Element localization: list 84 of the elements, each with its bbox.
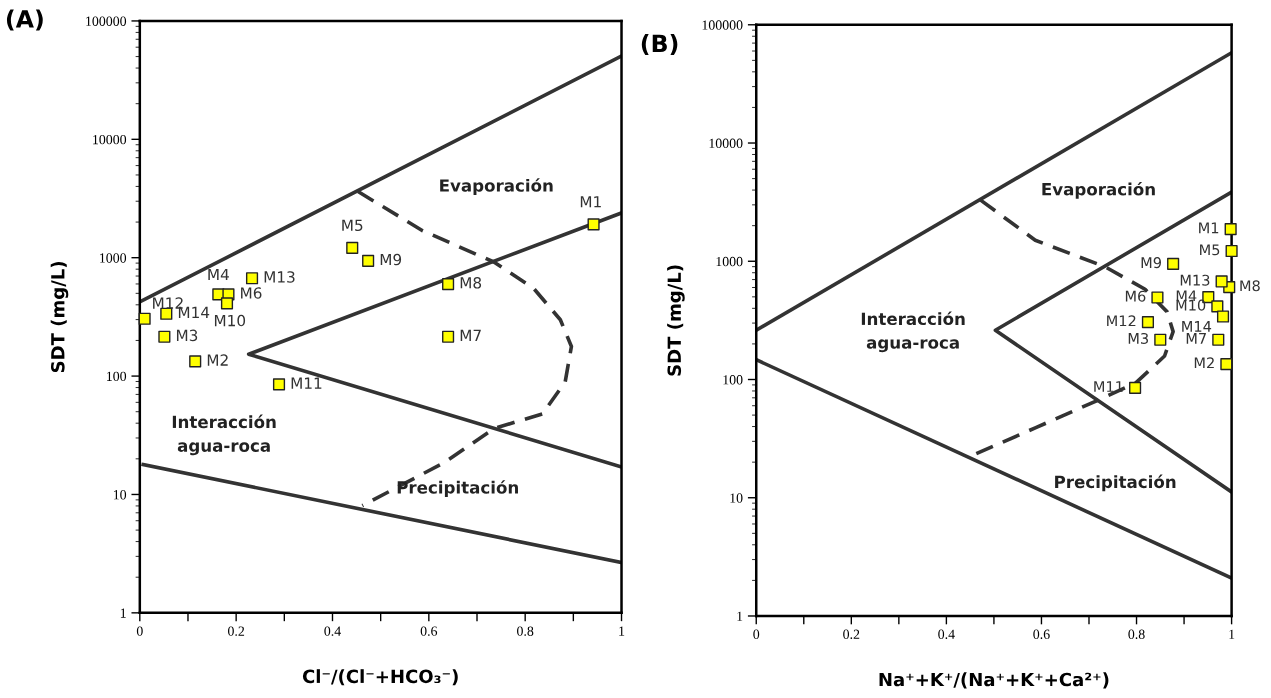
- point: [442, 278, 455, 291]
- series-label: M13: [264, 271, 295, 283]
- chart-title: (A): [6, 9, 43, 31]
- series-label: M14: [1182, 321, 1212, 332]
- y-axis-title: SDT (mg/L): [667, 265, 685, 376]
- annotation: Precipitación: [397, 480, 518, 497]
- y-tick-label: 10: [113, 490, 127, 500]
- x-tick-label: 0: [136, 626, 143, 636]
- chart-title: (B): [641, 34, 678, 56]
- point: [1129, 381, 1142, 394]
- series-label: M7: [1186, 333, 1206, 344]
- series-label: M6: [1125, 290, 1146, 302]
- point: [1154, 333, 1167, 346]
- series-label: M2: [207, 354, 228, 366]
- annotation: Interacción agua-roca: [172, 414, 276, 456]
- x-tick-label: 0.6: [1033, 629, 1050, 640]
- y-axis-title: SDT (mg/L): [50, 261, 69, 373]
- x-tick-label: 0.4: [938, 629, 955, 640]
- series-label: M10: [214, 314, 246, 327]
- y-tick-label: 1: [737, 611, 743, 621]
- point: [442, 330, 455, 343]
- series-label: M9: [380, 253, 402, 266]
- series-label: M1: [580, 196, 601, 208]
- point: [1167, 257, 1180, 270]
- series-label: M3: [176, 329, 198, 342]
- point: [1211, 300, 1224, 313]
- point: [220, 297, 234, 310]
- annotation: Evaporación: [440, 178, 553, 196]
- series-label: M11: [291, 377, 322, 389]
- x-axis-title: Na⁺+K⁺/(Na⁺+K⁺+Ca²⁺): [879, 672, 1109, 689]
- series-label: M9: [1141, 257, 1161, 269]
- x-tick-label: 0.8: [517, 626, 534, 636]
- y-tick-label: 100000: [702, 20, 743, 30]
- series-label: M13: [1180, 274, 1210, 286]
- point: [272, 378, 286, 391]
- point: [1141, 315, 1155, 329]
- series-label: M5: [1200, 244, 1220, 256]
- series-label: M4: [1176, 290, 1197, 302]
- series-label: M4: [208, 268, 229, 281]
- y-tick-label: 100: [107, 371, 127, 382]
- point: [1151, 291, 1164, 304]
- y-tick-label: 100000: [86, 16, 127, 26]
- series-label: M7: [460, 329, 481, 341]
- annotation: Interacción agua-roca: [861, 311, 965, 353]
- point: [362, 254, 375, 267]
- series-label: M10: [1176, 299, 1206, 311]
- series-label: M1: [1199, 222, 1219, 234]
- x-tick-label: 1: [1229, 629, 1235, 639]
- series-label: M6: [241, 287, 262, 299]
- point: [1225, 244, 1238, 258]
- x-tick-label: 0.2: [228, 626, 245, 636]
- x-axis-title: Cl⁻/(Cl⁻+HCO₃⁻): [302, 669, 458, 686]
- series-label: M8: [1240, 280, 1260, 292]
- y-tick-label: 10000: [709, 138, 743, 148]
- y-tick-label: 100: [723, 375, 743, 385]
- point: [245, 272, 259, 285]
- y-tick-label: 10: [730, 493, 743, 503]
- x-tick-label: 0.6: [420, 626, 438, 636]
- x-tick-label: 1: [619, 626, 625, 636]
- x-tick-label: 0.8: [1128, 629, 1145, 640]
- annotation: Evaporación: [1042, 181, 1155, 199]
- series-label: M8: [460, 277, 482, 289]
- annotation: Precipitación: [1055, 474, 1176, 492]
- point: [346, 241, 359, 254]
- series-label: M5: [342, 219, 363, 232]
- point: [138, 312, 151, 325]
- x-tick-label: 0.2: [843, 629, 860, 640]
- series-label: M2: [1194, 357, 1214, 369]
- point: [1212, 333, 1225, 346]
- point: [189, 355, 202, 368]
- y-tick-label: 1: [120, 608, 126, 618]
- x-tick-label: 0: [753, 629, 760, 639]
- point: [158, 330, 171, 343]
- y-tick-label: 1000: [716, 256, 743, 267]
- point: [1216, 310, 1230, 323]
- point: [587, 218, 600, 231]
- point: [1215, 275, 1228, 288]
- y-tick-label: 1000: [100, 253, 127, 263]
- x-tick-label: 0.4: [324, 626, 341, 636]
- y-tick-label: 10000: [93, 134, 127, 145]
- series-label: M12: [1107, 315, 1136, 327]
- series-label: M3: [1128, 332, 1149, 344]
- point: [1224, 223, 1237, 236]
- point: [1220, 358, 1233, 371]
